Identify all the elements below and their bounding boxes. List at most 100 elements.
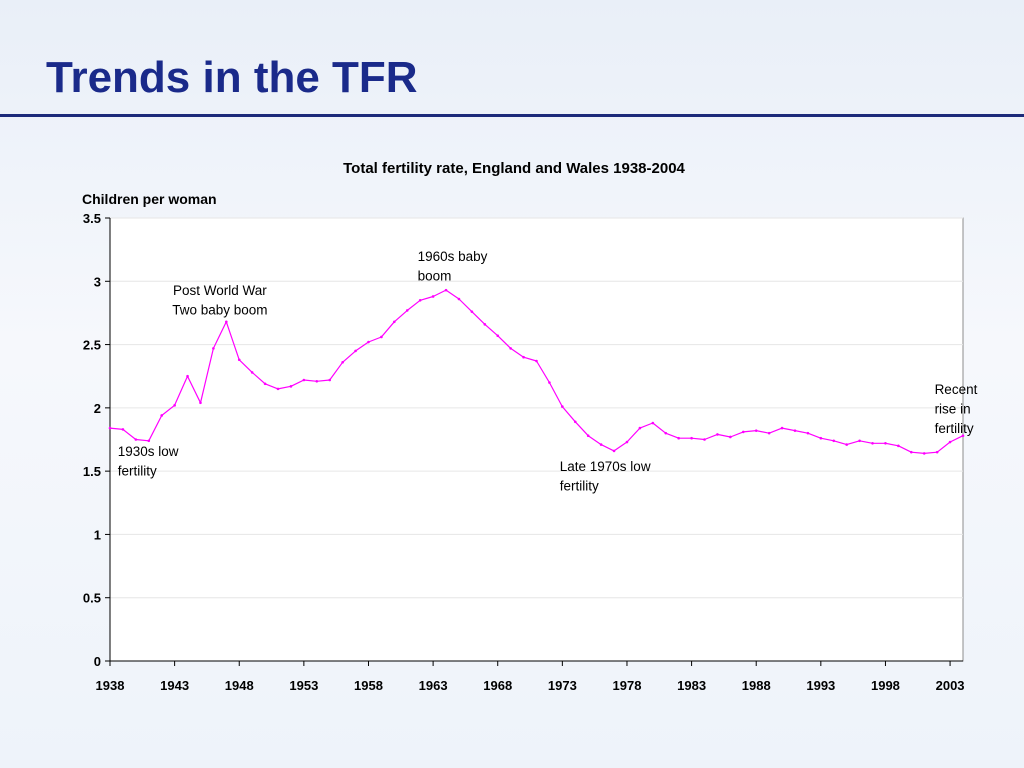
gridlines [110,217,963,599]
x-tick-label: 1953 [289,678,318,693]
chart-annotation: 1930s low fertility [118,444,179,479]
data-point [431,295,435,298]
x-tick-label: 1973 [548,678,577,693]
data-point [858,439,861,443]
data-point [134,438,138,441]
y-tick-label: 0 [94,654,101,669]
chart-annotation: Recent rise in fertility [935,382,978,436]
data-point [677,436,680,440]
data-point [897,444,900,448]
data-point [935,450,939,454]
data-point [664,431,668,435]
data-point [186,374,189,378]
data-point [690,436,693,440]
data-point [522,355,525,359]
x-tick-label: 1958 [354,678,383,693]
data-point [289,385,293,388]
chart-title: Total fertility rate, England and Wales … [343,160,685,177]
data-point [354,349,357,353]
data-point [393,320,396,324]
y-tick-label: 1 [94,527,101,542]
data-point [173,404,176,407]
data-point [548,381,551,384]
data-point [302,378,306,382]
x-tick-label: 1968 [483,678,512,693]
x-tick-label: 2003 [936,678,965,693]
x-tick-label: 1983 [677,678,706,693]
data-point [418,298,422,302]
y-tick-label: 0.5 [83,591,101,606]
data-point [250,371,254,374]
data-point [444,288,448,292]
data-point [638,426,642,430]
data-point [263,382,267,386]
data-point [793,429,797,432]
data-point [121,428,125,431]
data-point [483,323,487,326]
data-point [367,340,370,344]
x-tick-label: 1943 [160,678,189,693]
data-point [780,426,784,430]
tick-labels: 0 0.5 1 1.5 2 2.5 3 3.5 1938 1943 1948 1953 1958 1963… [83,211,965,693]
data-point [470,310,474,313]
data-point [328,378,332,382]
chart-annotation: Post World War Two baby boom [172,283,267,318]
title-underline [0,114,1024,117]
data-point [561,405,564,408]
y-tick-label: 2.5 [83,338,101,353]
y-axis-label: Children per woman [82,191,217,207]
data-point [948,440,952,444]
data-point [212,347,215,350]
data-point [457,297,461,301]
annotations: 1930s low fertility Post World War Two baby… [118,249,978,494]
data-point [160,414,163,417]
x-tick-label: 1978 [613,678,642,693]
data-point [806,431,810,435]
data-point [237,358,241,362]
data-point [716,433,719,436]
x-tick-label: 1963 [419,678,448,693]
chart-annotation: 1960s baby boom [418,249,488,284]
y-tick-label: 3.5 [83,211,101,226]
data-point [599,443,603,446]
x-tick-label: 1993 [806,678,835,693]
data-point [573,420,577,424]
data-point [535,359,538,363]
data-point [147,439,151,443]
y-tick-label: 2 [94,401,101,416]
data-point [108,426,112,430]
data-point [961,434,965,438]
x-tick-label: 1948 [225,678,254,693]
chart-annotation: Late 1970s low fertility [560,459,651,494]
axes [105,217,963,666]
data-point [832,439,836,443]
data-point [199,401,202,405]
data-point [819,436,823,440]
data-point [703,438,706,441]
data-point [910,450,913,454]
data-point [612,449,616,453]
data-point [586,434,590,438]
data-point [922,452,926,455]
data-point [741,430,745,434]
data-point [625,440,629,444]
data-point [276,387,280,391]
data-point [729,435,732,439]
data-point [341,360,344,364]
y-tick-label: 1.5 [83,464,101,479]
data-point [884,441,887,445]
x-tick-label: 1988 [742,678,771,693]
data-point [767,431,771,435]
series [108,288,965,455]
data-point [380,335,383,339]
data-point [845,443,848,446]
data-point [225,320,228,324]
data-point [315,379,319,383]
y-tick-label: 3 [94,274,101,289]
slide-title: Trends in the TFR [46,53,418,102]
data-point [871,441,874,445]
data-point [496,334,500,338]
data-point [754,429,758,432]
data-point [651,421,655,425]
